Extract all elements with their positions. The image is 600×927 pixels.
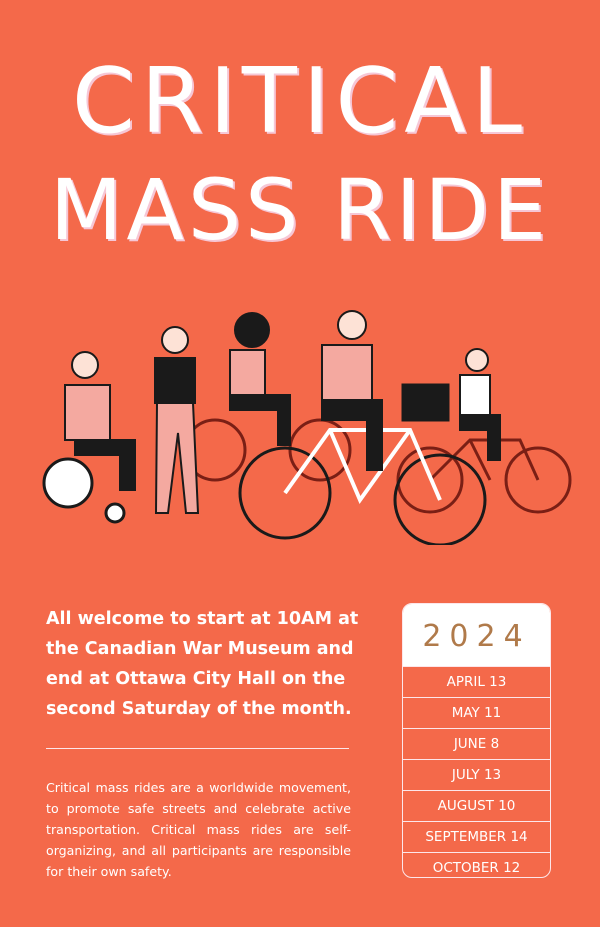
title-line-2: MASS RIDE bbox=[49, 161, 551, 259]
divider bbox=[46, 748, 349, 749]
schedule-box: 2024 APRIL 13 MAY 11 JUNE 8 JULY 13 AUGU… bbox=[402, 603, 551, 878]
about-text: Critical mass rides are a worldwide move… bbox=[46, 780, 351, 879]
wheelchair-wheel bbox=[42, 457, 94, 509]
schedule-date: JUNE 8 bbox=[403, 728, 550, 759]
schedule-date: OCTOBER 12 bbox=[403, 852, 550, 877]
schedule-date: APRIL 13 bbox=[403, 666, 550, 697]
schedule-date: MAY 11 bbox=[403, 697, 550, 728]
schedule-date: AUGUST 10 bbox=[403, 790, 550, 821]
schedule-date: JULY 13 bbox=[403, 759, 550, 790]
schedule-date: SEPTEMBER 14 bbox=[403, 821, 550, 852]
title-line-1: CRITICAL bbox=[72, 49, 528, 154]
cyclists-illustration bbox=[42, 310, 572, 545]
schedule-year: 2024 bbox=[403, 604, 550, 666]
event-description: All welcome to start at 10AM at the Cana… bbox=[46, 609, 359, 719]
